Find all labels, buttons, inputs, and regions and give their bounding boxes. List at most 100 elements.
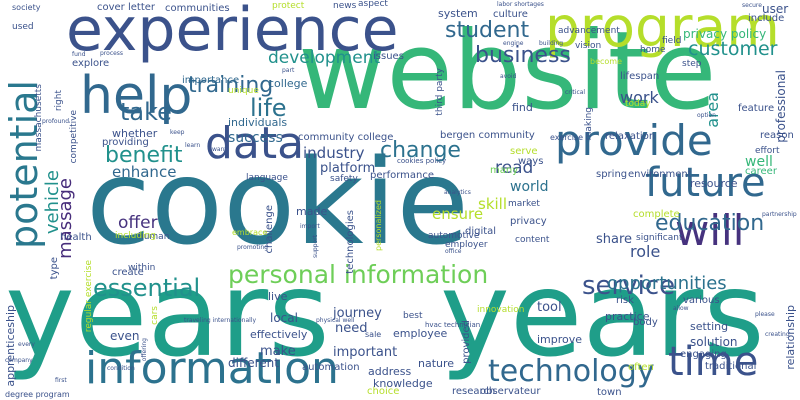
word-data: data (205, 118, 305, 169)
word-complete: complete (633, 209, 680, 220)
word-allow: allow (673, 305, 689, 312)
word-service: service (582, 271, 676, 301)
word-body: body (633, 317, 658, 328)
word-environment: environment (628, 169, 692, 180)
word-area: area (703, 92, 722, 128)
word-information: information (85, 343, 339, 394)
word-cover-letter: cover letter (97, 2, 156, 13)
word-will: will (675, 206, 745, 255)
word-enhance: enhance (112, 163, 177, 181)
word-user: user (762, 2, 789, 16)
word-college: college (268, 77, 308, 90)
word-offer: offer (118, 213, 158, 233)
word-include: include (748, 13, 785, 24)
word-innovation: innovation (477, 305, 525, 315)
word-system: system (438, 7, 478, 20)
word-development: development (268, 48, 381, 68)
word-vehicle: vehicle (42, 170, 63, 235)
word-experience: experience (66, 0, 399, 65)
word-work: work (620, 88, 659, 107)
word-privacy-policy: privacy policy (683, 27, 767, 41)
word-privacy: privacy (510, 216, 547, 227)
word-cookie: cookie (86, 133, 469, 271)
word-digital: digital (465, 226, 497, 237)
word-important: important (333, 345, 398, 360)
word-analytics: analytics (444, 189, 471, 196)
word-culture: culture (493, 9, 528, 20)
word-market: market (508, 199, 540, 209)
word-lifespan: lifespan (620, 71, 660, 82)
word-community-college: community college (298, 132, 394, 143)
word-today: today (625, 99, 651, 109)
word-journey: journey (333, 306, 382, 321)
word-made: made (296, 205, 328, 218)
word-knowledge: knowledge (373, 377, 433, 390)
word-serve: serve (510, 146, 538, 157)
word-tool: tool (537, 300, 562, 315)
word-news: news (333, 1, 357, 11)
word-become: become (590, 57, 623, 66)
word-nature: nature (418, 357, 455, 370)
word-content: content (515, 235, 550, 245)
word-importance: importance (182, 75, 240, 86)
word-field: field (662, 36, 682, 46)
word-competitive: competitive (69, 110, 79, 164)
word-effort: effort (755, 146, 780, 156)
word-promoting: promoting (237, 244, 268, 251)
word-even: even (110, 329, 140, 343)
word-partnership: partnership (762, 211, 797, 218)
word-technologies: technologies (345, 210, 356, 274)
word-need: need (335, 321, 368, 336)
word-effectively: effectively (250, 328, 308, 341)
word-safety: safety (330, 174, 358, 184)
word-industry: industry (303, 144, 365, 162)
word-unique: unique (228, 86, 259, 96)
word-improve: improve (537, 333, 583, 346)
word-business: business (475, 43, 571, 68)
word-research: research (452, 386, 496, 397)
word-spring: spring (596, 169, 628, 180)
word-cookies-policy: cookies policy (397, 157, 447, 165)
word-practice: practice (605, 310, 650, 323)
word-ways: ways (518, 156, 544, 167)
word-avoid: avoid (500, 73, 517, 80)
word-engine: engine (503, 40, 524, 47)
word-advancement: advancement (558, 26, 620, 36)
word-education: education (655, 211, 765, 236)
word-exercise: exercise (550, 133, 584, 142)
word-town: town (597, 387, 622, 398)
word-whether: whether (112, 127, 158, 140)
word-student: student (445, 18, 530, 43)
word-risk: risk (616, 295, 634, 306)
word-time: time (668, 339, 759, 385)
word-make: make (260, 344, 296, 359)
word-company: company (5, 357, 33, 364)
word-performance: performance (370, 170, 435, 181)
word-live: live (268, 290, 288, 303)
word-traveling-internationally: traveling internationally (184, 317, 256, 324)
word-third-party: third party (435, 68, 445, 116)
word-years-left: years (5, 245, 330, 383)
word-best: best (403, 311, 423, 321)
word-many: many (490, 165, 519, 176)
word-vision: vision (575, 41, 602, 51)
word-program: program (545, 0, 780, 59)
word-opportunities: opportunities (607, 273, 727, 294)
word-communities: communities (165, 3, 230, 14)
word-critical: critical (565, 89, 586, 96)
word-society: society (12, 3, 41, 12)
word-right: right (54, 90, 64, 112)
word-used: used (12, 22, 34, 32)
word-type: type (49, 257, 60, 280)
word-life: life (250, 94, 287, 122)
word-help: help (80, 66, 193, 126)
word-part: part (282, 67, 295, 74)
word-providing: providing (102, 137, 149, 148)
word-human: human (138, 232, 170, 242)
word-automation: automation (302, 362, 360, 373)
word-employee: employee (393, 327, 448, 340)
word-sale: sale (365, 330, 382, 339)
word-skill: skill (478, 195, 508, 213)
word-offering: offering (141, 338, 148, 362)
